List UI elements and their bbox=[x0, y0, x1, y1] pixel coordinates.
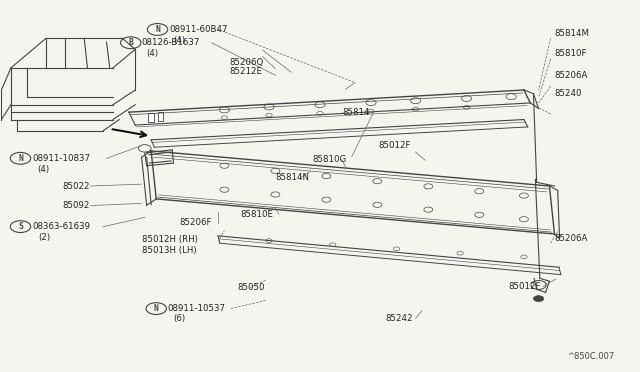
Text: 08363-61639: 08363-61639 bbox=[32, 222, 90, 231]
Text: 85810F: 85810F bbox=[554, 49, 587, 58]
Text: 85092: 85092 bbox=[62, 201, 90, 210]
Text: N: N bbox=[18, 154, 23, 163]
Text: 85013H (LH): 85013H (LH) bbox=[141, 246, 196, 255]
Text: ^850C.007: ^850C.007 bbox=[567, 352, 614, 361]
Text: 85012F: 85012F bbox=[379, 141, 411, 150]
Text: N: N bbox=[155, 25, 160, 34]
Text: 85022: 85022 bbox=[62, 182, 90, 191]
Text: (2): (2) bbox=[38, 233, 51, 242]
Text: 85012F: 85012F bbox=[508, 282, 541, 291]
Text: (4): (4) bbox=[173, 36, 186, 45]
Text: 85814N: 85814N bbox=[275, 173, 309, 182]
Text: (4): (4) bbox=[37, 165, 49, 174]
Circle shape bbox=[534, 296, 543, 302]
Text: 08126-B1637: 08126-B1637 bbox=[141, 38, 200, 47]
Text: 85012H (RH): 85012H (RH) bbox=[141, 235, 198, 244]
Text: 85814: 85814 bbox=[342, 108, 370, 117]
Text: 85206Q: 85206Q bbox=[230, 58, 264, 67]
Text: 85206A: 85206A bbox=[554, 71, 588, 80]
Text: 85810E: 85810E bbox=[241, 209, 273, 219]
Text: 08911-10837: 08911-10837 bbox=[32, 154, 90, 163]
Text: (4): (4) bbox=[147, 49, 159, 58]
Text: 08911-10537: 08911-10537 bbox=[167, 304, 225, 313]
Text: 08911-60B47: 08911-60B47 bbox=[169, 25, 227, 34]
Text: 85814M: 85814M bbox=[554, 29, 589, 38]
FancyBboxPatch shape bbox=[148, 113, 154, 122]
Text: 85050: 85050 bbox=[237, 283, 265, 292]
Text: (6): (6) bbox=[173, 314, 186, 323]
Text: N: N bbox=[154, 304, 159, 313]
Text: B: B bbox=[128, 38, 133, 47]
Text: 85240: 85240 bbox=[554, 89, 582, 98]
Text: 85206F: 85206F bbox=[180, 218, 212, 227]
Text: 85206A: 85206A bbox=[554, 234, 588, 243]
Text: 85810G: 85810G bbox=[312, 155, 347, 164]
FancyBboxPatch shape bbox=[157, 112, 163, 121]
Text: 85242: 85242 bbox=[385, 314, 413, 323]
Text: S: S bbox=[18, 222, 23, 231]
Text: 85212E: 85212E bbox=[230, 67, 262, 76]
